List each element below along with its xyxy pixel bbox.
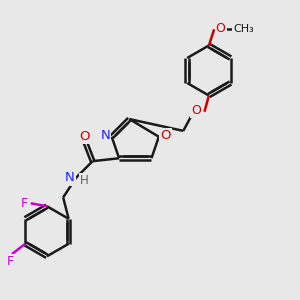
Text: O: O	[216, 22, 226, 35]
Text: H: H	[80, 174, 89, 188]
Text: O: O	[191, 104, 201, 117]
Text: F: F	[7, 255, 14, 268]
Text: O: O	[80, 130, 90, 143]
Text: F: F	[21, 197, 28, 210]
Text: O: O	[160, 129, 171, 142]
Text: N: N	[65, 172, 75, 184]
Text: N: N	[100, 129, 110, 142]
Text: CH₃: CH₃	[233, 24, 254, 34]
